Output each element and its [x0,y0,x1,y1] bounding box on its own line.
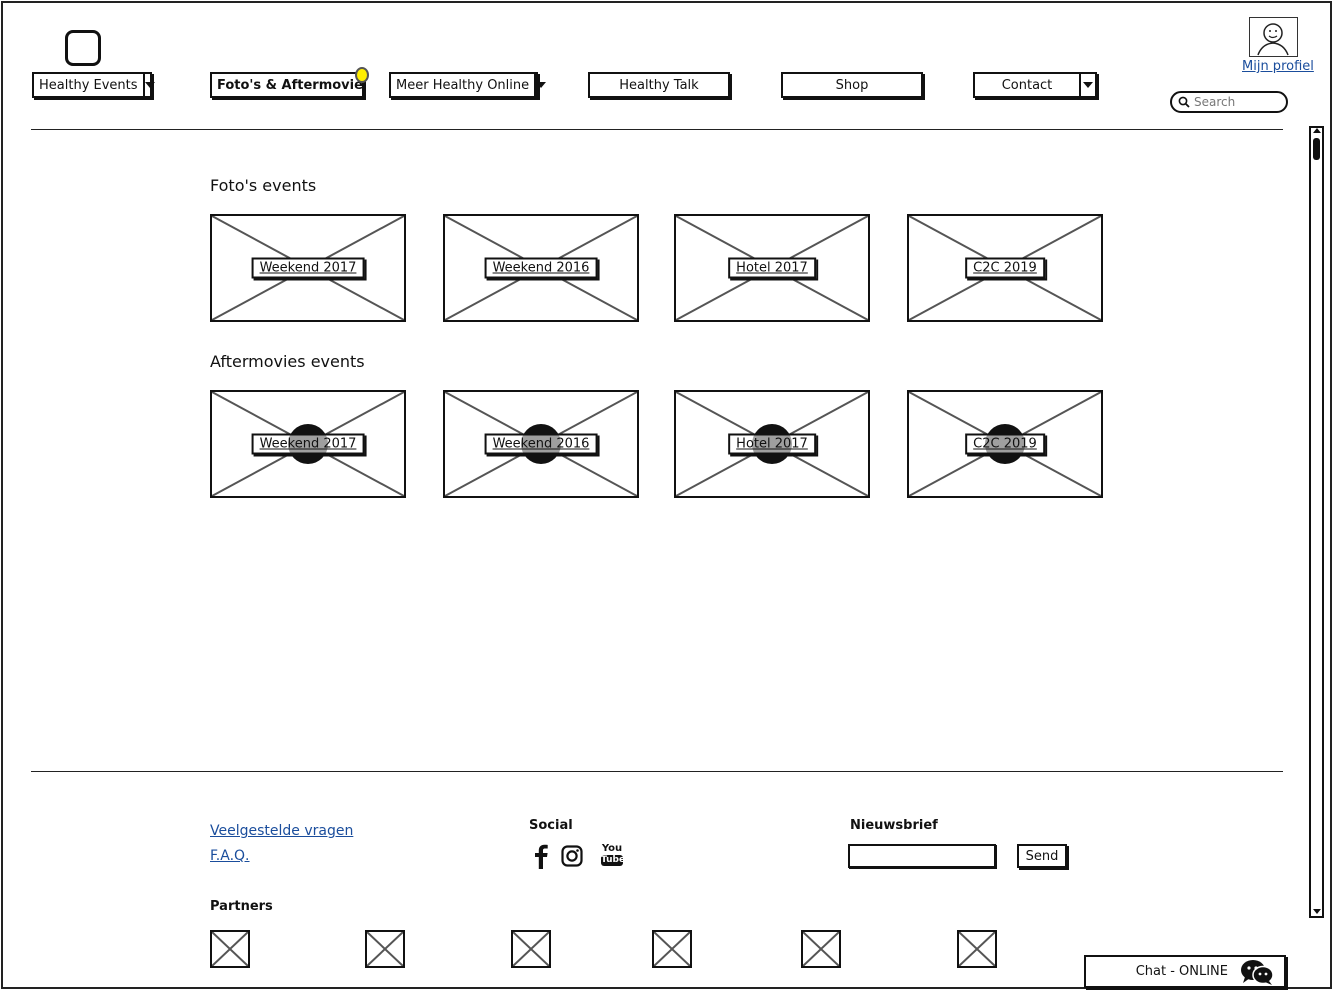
partner-logo[interactable] [210,930,250,968]
video-card-label[interactable]: Weekend 2016 [484,433,598,455]
partner-logo[interactable] [957,930,997,968]
chat-widget[interactable]: Chat - ONLINE [1084,955,1286,988]
photo-card[interactable]: Hotel 2017 [674,214,870,322]
video-card-label[interactable]: Hotel 2017 [728,433,816,455]
nav-label: Healthy Events [39,77,138,93]
video-card[interactable]: Hotel 2017 [674,390,870,498]
photo-card-label[interactable]: Weekend 2017 [251,257,365,279]
youtube-text-top: You [601,843,623,854]
nav-label: Shop [835,77,869,93]
newsletter-email-field[interactable] [848,844,996,868]
faq-link[interactable]: F.A.Q. [210,848,250,864]
nav-healthy-talk[interactable]: Healthy Talk [588,72,730,98]
chevron-down-icon[interactable] [534,74,547,96]
photo-card[interactable]: Weekend 2016 [443,214,639,322]
nav-meer-healthy-online[interactable]: Meer Healthy Online [389,72,547,98]
logo[interactable] [65,30,101,66]
video-card[interactable]: Weekend 2016 [443,390,639,498]
scroll-up-icon[interactable] [1311,128,1322,134]
photos-section-title: Foto's events [210,176,317,195]
image-placeholder-icon [366,931,404,967]
faq-link-full[interactable]: Veelgestelde vragen [210,823,354,839]
video-card-label[interactable]: C2C 2019 [965,433,1045,455]
nav-label: Meer Healthy Online [396,77,530,93]
instagram-icon[interactable] [561,845,583,867]
youtube-icon[interactable]: You Tube [601,843,626,866]
scroll-thumb[interactable] [1313,138,1320,160]
avatar[interactable] [1249,17,1298,57]
photo-card-label[interactable]: Hotel 2017 [728,257,816,279]
social-title: Social [529,818,573,833]
photo-card-label[interactable]: Weekend 2016 [484,257,598,279]
image-placeholder-icon [512,931,550,967]
user-icon [1257,23,1289,56]
scroll-down-icon[interactable] [1311,909,1322,915]
nav-healthy-events[interactable]: Healthy Events [32,72,155,98]
video-card-label[interactable]: Weekend 2017 [251,433,365,455]
nav-shop[interactable]: Shop [781,72,923,98]
chat-label: Chat - ONLINE [1135,964,1228,979]
chevron-down-icon[interactable] [142,74,155,96]
image-placeholder-icon [802,931,840,967]
notification-badge [355,67,369,83]
photo-card[interactable]: Weekend 2017 [210,214,406,322]
partners-title: Partners [210,899,273,914]
partner-logo[interactable] [801,930,841,968]
image-placeholder-icon [653,931,691,967]
header-divider [31,129,1283,130]
nav-label: Healthy Talk [619,77,699,93]
video-card[interactable]: Weekend 2017 [210,390,406,498]
chat-bubbles-icon [1241,959,1274,985]
nav-label: Contact [1001,77,1053,93]
partner-logo[interactable] [365,930,405,968]
search-placeholder: Search [1194,95,1236,109]
partner-logo[interactable] [511,930,551,968]
video-card[interactable]: C2C 2019 [907,390,1103,498]
youtube-text-bottom: Tube [601,855,626,866]
nav-fotos-aftermovie[interactable]: Foto's & Aftermovie [210,67,369,98]
footer-divider [31,771,1283,772]
image-placeholder-icon [958,931,996,967]
send-button[interactable]: Send [1017,844,1067,868]
movies-section-title: Aftermovies events [210,352,365,371]
photo-card[interactable]: C2C 2019 [907,214,1103,322]
photo-card-label[interactable]: C2C 2019 [965,257,1045,279]
partner-logo[interactable] [652,930,692,968]
profile-link[interactable]: Mijn profiel [1242,59,1314,74]
search-input[interactable]: Search [1170,91,1288,113]
nav-label: Foto's & Aftermovie [217,77,363,93]
scrollbar[interactable] [1309,126,1324,918]
facebook-icon[interactable] [533,843,549,869]
nav-contact[interactable]: Contact [973,72,1097,98]
search-icon [1178,96,1190,108]
newsletter-title: Nieuwsbrief [850,818,938,833]
image-placeholder-icon [211,931,249,967]
chevron-down-icon[interactable] [1079,74,1095,96]
